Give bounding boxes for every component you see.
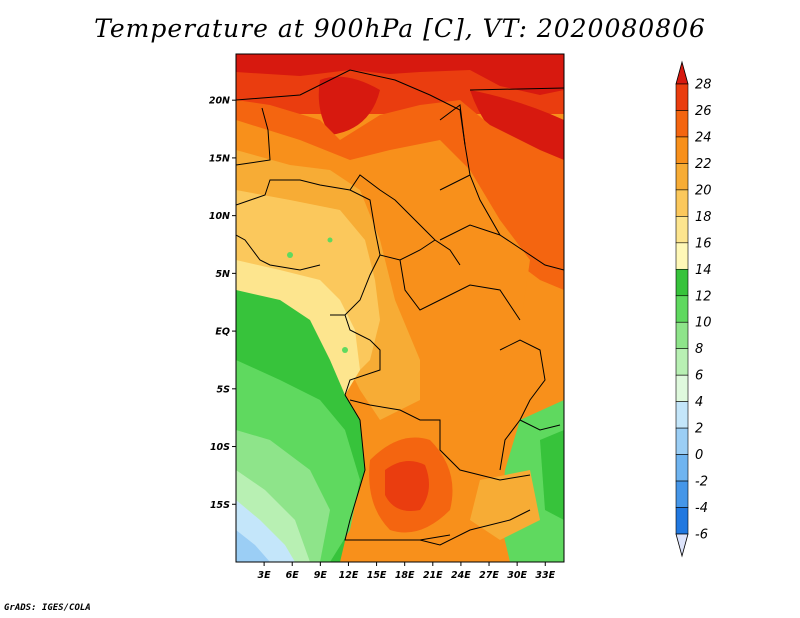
colorbar-bin (675, 374, 689, 402)
lon-tick: 30E (507, 562, 528, 581)
lon-tick-label: 30E (507, 570, 527, 581)
colorbar-label: 22 (695, 157, 712, 172)
latitude-axis: 20N 15N 10N 5N EQ 5S 10S 15S (209, 96, 236, 511)
lat-tick-label: 20N (209, 96, 230, 107)
lat-tick-label: 15S (210, 500, 230, 511)
colorbar-label: 4 (695, 395, 703, 410)
lon-tick-label: 15E (367, 570, 387, 581)
lat-tick-label: 5N (215, 269, 230, 280)
country-borders (236, 69, 564, 546)
colorbar-bin (675, 268, 689, 297)
colorbar-bin (675, 454, 689, 482)
lon-tick-label: 9E (314, 570, 328, 581)
map-frame (235, 53, 565, 563)
colorbar-label: 0 (695, 448, 703, 463)
colorbar-bin (675, 216, 689, 244)
colorbar-bin (675, 295, 689, 323)
colorbar-bin (675, 321, 689, 350)
lon-tick: 6E (286, 562, 300, 581)
lat-tick: 5S (217, 384, 236, 395)
colorbar-label: 26 (695, 104, 712, 119)
lat-tick: 20N (209, 96, 236, 107)
grads-credit: GrADS: IGES/COLA (4, 603, 91, 613)
colorbar-label: 6 (695, 369, 703, 384)
lon-tick: 33E (535, 562, 556, 581)
lat-tick: 10N (209, 211, 236, 222)
colorbar-label: 12 (695, 289, 712, 304)
lon-tick: 3E (258, 562, 272, 581)
colorbar-bin (675, 163, 689, 191)
lon-tick: 9E (314, 562, 328, 581)
lon-tick-label: 21E (423, 570, 443, 581)
lat-tick-label: 10S (210, 442, 230, 453)
lon-tick: 24E (451, 562, 471, 581)
colorbar-label: 16 (695, 236, 712, 251)
colorbar-bin (675, 427, 689, 455)
lon-tick-label: 3E (258, 570, 272, 581)
lat-tick: 15N (209, 153, 236, 164)
lat-tick-label: 15N (209, 153, 230, 164)
lon-tick-label: 18E (395, 570, 415, 581)
colorbar-label: -6 (695, 528, 708, 543)
lat-tick-label: EQ (215, 327, 230, 338)
lat-tick: EQ (215, 327, 236, 338)
lat-tick-label: 5S (217, 384, 231, 395)
colorbar-label: 14 (695, 263, 712, 278)
lat-tick: 10S (210, 442, 236, 453)
lon-tick: 18E (395, 562, 415, 581)
lon-tick: 12E (339, 562, 359, 581)
lat-tick: 5N (215, 269, 236, 280)
lon-tick-label: 24E (451, 570, 471, 581)
colorbar-label: -4 (695, 501, 708, 516)
colorbar-label: 10 (695, 316, 712, 331)
longitude-axis: 3E 6E 9E 12E 15E 18E 21E 24E 27E 30E 33E (258, 562, 556, 581)
colorbar-bin (675, 348, 689, 376)
map-title: Temperature at 900hPa [C], VT: 202008080… (94, 14, 706, 43)
lon-tick-label: 6E (286, 570, 300, 581)
lon-tick: 15E (367, 562, 387, 581)
temperature-field (236, 54, 564, 562)
colorbar-bin (675, 83, 689, 111)
lon-tick-label: 12E (339, 570, 359, 581)
colorbar-bin (675, 480, 689, 508)
colorbar-bin (675, 189, 689, 217)
colorbar-bin (675, 507, 689, 535)
colorbar-bin (675, 401, 689, 429)
colorbar-label: 24 (695, 130, 712, 145)
colorbar-label: 20 (695, 183, 712, 198)
colorbar-label: 2 (695, 422, 703, 437)
colorbar-bin (675, 136, 689, 164)
colorbar-over-arrow (675, 60, 689, 85)
colorbar-label: 28 (695, 78, 712, 93)
colorbar-label: 8 (695, 342, 703, 357)
lon-tick-label: 27E (479, 570, 499, 581)
lat-tick-label: 10N (209, 211, 230, 222)
lon-tick: 27E (479, 562, 499, 581)
colorbar-bin (675, 242, 689, 270)
lon-tick-label: 33E (535, 570, 555, 581)
colorbar-label: -2 (695, 475, 708, 490)
lon-tick: 21E (423, 562, 443, 581)
colorbar-under-arrow (675, 533, 689, 558)
lat-tick: 15S (210, 500, 236, 511)
colorbar-bin (675, 110, 689, 138)
colorbar-label: 18 (695, 210, 712, 225)
